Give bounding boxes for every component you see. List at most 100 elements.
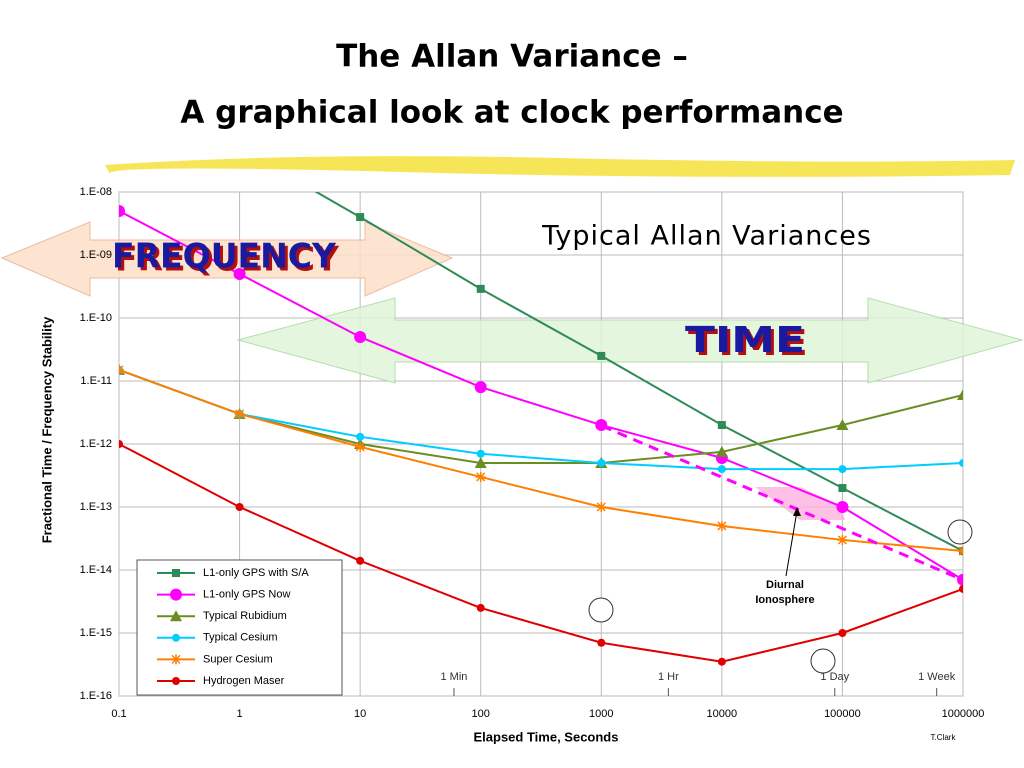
marker	[355, 441, 366, 452]
marker	[837, 534, 848, 545]
legend-label: L1-only GPS with S/A	[203, 567, 309, 579]
marker	[717, 421, 726, 430]
marker	[172, 677, 180, 685]
y-tick-label: 1.E-11	[80, 375, 112, 387]
marker	[958, 546, 963, 557]
series-group	[119, 144, 963, 666]
marker	[476, 284, 485, 293]
marker	[836, 501, 849, 513]
slide-title: The Allan Variance –	[336, 39, 688, 75]
ionosphere-trend	[601, 424, 964, 582]
chart-title: Typical Allan Variances	[541, 221, 872, 252]
annotation-arrow	[785, 510, 798, 577]
time-label: TIME	[685, 320, 805, 361]
credit: T.Clark	[931, 733, 957, 742]
legend-label: Typical Cesium	[203, 632, 278, 644]
marker	[838, 484, 847, 493]
x-tick-label: 100000	[824, 708, 861, 720]
series-line	[119, 210, 963, 581]
marker	[172, 633, 180, 642]
annotation: Ionosphere	[755, 594, 814, 606]
y-tick-label: 1.E-10	[80, 312, 112, 324]
legend: L1-only GPS with S/A L1-only GPS Now Typic…	[157, 567, 309, 687]
marker	[356, 213, 365, 222]
marker	[597, 351, 606, 360]
marker	[236, 144, 244, 152]
period-label: 1 Hr	[658, 671, 679, 683]
legend-label: L1-only GPS Now	[203, 589, 290, 601]
marker	[957, 573, 963, 586]
x-tick-label: 1000	[589, 708, 613, 720]
marker	[476, 449, 485, 458]
marker	[717, 465, 726, 474]
frequency-shadow: FREQUENCY	[115, 240, 339, 280]
series-line	[119, 368, 963, 471]
time-shadow: TIME	[688, 323, 808, 364]
y-tick-label: 1.E-14	[80, 564, 112, 576]
annotation-arrowhead	[793, 507, 801, 516]
marker	[717, 657, 726, 666]
marker	[836, 419, 849, 431]
marker	[474, 456, 487, 468]
marker	[959, 584, 963, 593]
x-tick-label: 100	[472, 708, 490, 720]
series-line	[119, 368, 963, 553]
time-arrow	[236, 297, 1024, 384]
marker	[957, 388, 963, 400]
frequency-label: FREQUENCY	[112, 237, 336, 277]
marker	[354, 330, 367, 343]
marker	[119, 440, 123, 448]
y-tick-label: 1.E-09	[80, 249, 112, 261]
marker	[597, 638, 606, 647]
marker	[119, 204, 125, 217]
x-tick-label: 10000	[707, 708, 738, 720]
marker	[715, 445, 728, 457]
y-axis-label: Fractional Time / Frequency Stability	[39, 316, 54, 543]
period-label: 1 Day	[820, 671, 849, 683]
marker	[595, 419, 608, 432]
slide-subtitle: A graphical look at clock performance	[180, 95, 843, 131]
marker	[171, 654, 181, 665]
marker	[838, 629, 847, 637]
legend-label: Super Cesium	[203, 653, 273, 665]
period-label: 1 Week	[918, 671, 956, 683]
marker	[597, 458, 606, 467]
marker-circle	[947, 519, 973, 545]
x-tick-label: 1000000	[942, 708, 985, 720]
ionosphere-band	[755, 487, 845, 520]
marker	[356, 556, 365, 565]
marker	[474, 381, 487, 394]
marker	[119, 364, 124, 375]
frequency-arrow	[0, 221, 454, 297]
marker	[172, 569, 180, 577]
marker-circle	[810, 648, 836, 674]
legend-label: Hydrogen Maser	[203, 675, 285, 687]
marker	[475, 471, 486, 482]
highlight-stroke	[105, 156, 1015, 177]
y-tick-label: 1.E-12	[80, 438, 112, 450]
legend-label: Typical Rubidium	[203, 610, 287, 622]
y-tick-label: 1.E-15	[80, 627, 112, 639]
marker-circle	[588, 597, 614, 623]
marker	[233, 267, 246, 280]
marker	[235, 503, 244, 511]
x-tick-label: 1	[237, 708, 243, 720]
period-label: 1 Min	[441, 671, 468, 683]
marker	[838, 465, 847, 474]
marker	[596, 502, 607, 512]
marker	[476, 603, 485, 612]
y-tick-label: 1.E-08	[80, 186, 112, 198]
annotation: Diurnal	[766, 579, 804, 591]
marker	[356, 432, 365, 441]
y-tick-label: 1.E-13	[80, 501, 112, 513]
x-tick-label: 10	[354, 708, 366, 720]
legend-box	[136, 559, 343, 696]
marker	[170, 610, 182, 622]
marker	[234, 408, 245, 419]
marker	[959, 458, 963, 467]
series-line	[119, 443, 963, 663]
x-axis-label: Elapsed Time, Seconds	[474, 729, 619, 744]
marker	[170, 588, 182, 601]
y-tick-label: 1.E-16	[80, 690, 112, 702]
